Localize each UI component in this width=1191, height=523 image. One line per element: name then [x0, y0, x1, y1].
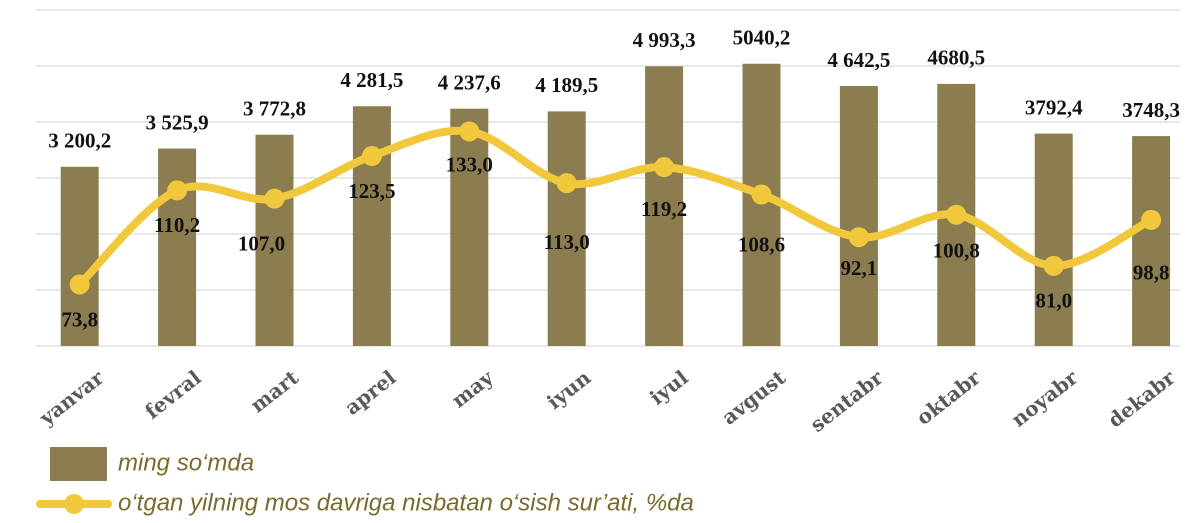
line-value-label: 110,2: [154, 213, 200, 237]
x-tick-label: aprel: [340, 365, 401, 420]
bar: [1132, 136, 1171, 346]
bar: [158, 148, 197, 346]
x-tick-label: fevral: [140, 365, 206, 424]
bar: [742, 63, 781, 346]
bar-value-label: 3 525,9: [146, 110, 209, 134]
line-value-label: 133,0: [446, 152, 493, 176]
line-value-label: 92,1: [841, 256, 878, 280]
legend-marker: [64, 494, 84, 514]
line-marker: [167, 180, 188, 201]
line-marker: [751, 184, 772, 205]
line-value-label: 113,0: [544, 230, 590, 254]
line-marker: [69, 274, 90, 295]
line-value-label: 100,8: [933, 239, 980, 263]
x-tick-label: iyun: [542, 365, 595, 414]
x-tick-label: avgust: [717, 365, 790, 430]
legend-label: o‘tgan yilning mos davriga nisbatan o‘si…: [118, 489, 694, 516]
bar-value-label: 4 189,5: [535, 73, 598, 97]
bar-value-label: 4 993,3: [633, 28, 696, 52]
line-marker: [361, 146, 382, 167]
line: [75, 126, 1156, 289]
bar: [255, 134, 294, 346]
line-marker: [1141, 209, 1162, 230]
bar-value-label: 4 237,6: [438, 71, 501, 95]
x-tick-label: mart: [246, 365, 304, 418]
bar: [1034, 133, 1073, 346]
line-value-label: 108,6: [738, 232, 785, 256]
x-tick-label: sentabr: [805, 365, 887, 437]
x-tick-label: may: [447, 365, 499, 413]
x-tick-label: iyul: [645, 365, 693, 410]
line-marker: [1043, 255, 1064, 276]
legend-label: ming so‘mda: [118, 449, 254, 476]
bar: [450, 108, 489, 346]
line-value-label: 123,5: [348, 179, 395, 203]
bar: [547, 111, 586, 346]
bar-value-label: 3 200,2: [48, 129, 111, 153]
x-tick-label: dekabr: [1103, 365, 1180, 432]
line-value-label: 107,0: [238, 231, 285, 255]
line-marker: [264, 188, 285, 209]
line-marker: [459, 121, 480, 142]
line-marker: [654, 157, 675, 178]
x-tick-label: noyabr: [1007, 365, 1083, 432]
line-marker: [556, 173, 577, 194]
bar-value-label: 3 772,8: [243, 97, 306, 121]
legend-swatch: [50, 447, 107, 481]
bar-value-label: 4 642,5: [827, 48, 890, 72]
bar-value-label: 4 281,5: [340, 68, 403, 92]
bar-value-label: 3792,4: [1025, 95, 1083, 119]
bar: [839, 86, 878, 347]
bar-value-label: 3748,3: [1122, 98, 1180, 122]
bar: [645, 66, 684, 347]
bar-value-label: 4680,5: [927, 46, 985, 70]
x-tick-label: yanvar: [34, 365, 108, 431]
line-marker: [848, 227, 869, 248]
line-value-label: 73,8: [61, 307, 98, 331]
line-marker: [946, 204, 967, 225]
bar-value-label: 5040,2: [733, 26, 791, 50]
line-value-label: 81,0: [1035, 289, 1072, 313]
x-tick-label: oktabr: [912, 365, 985, 430]
bar: [60, 166, 99, 346]
line-value-label: 119,2: [641, 197, 687, 221]
bar: [352, 106, 391, 347]
line-value-label: 98,8: [1133, 261, 1170, 285]
